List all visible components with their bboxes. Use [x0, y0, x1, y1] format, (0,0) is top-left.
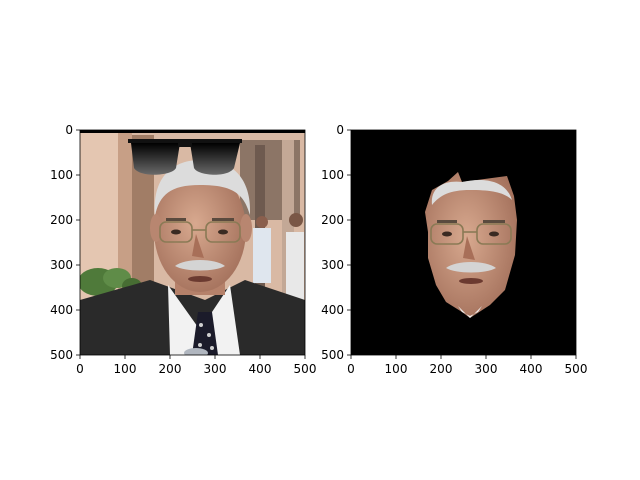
left-ytick-label: 400 — [50, 303, 73, 317]
face-mask-image — [351, 130, 576, 355]
right-ytick-label: 400 — [321, 303, 344, 317]
right-ytick-label: 300 — [321, 258, 344, 272]
left-ytick-label: 500 — [50, 348, 73, 362]
left-xtick-label: 0 — [76, 362, 84, 376]
right-ytick-label: 200 — [321, 213, 344, 227]
right-ytick-label: 100 — [321, 168, 344, 182]
right-xtick-label: 100 — [385, 362, 408, 376]
right-xtick-label: 500 — [565, 362, 588, 376]
left-xtick-label: 200 — [159, 362, 182, 376]
left-ytick-label: 300 — [50, 258, 73, 272]
right-ytick-label: 0 — [336, 123, 344, 137]
left-xtick-label: 500 — [294, 362, 317, 376]
right-xtick-label: 0 — [347, 362, 355, 376]
left-ytick-label: 200 — [50, 213, 73, 227]
left-xtick-label: 400 — [249, 362, 272, 376]
right-xtick-label: 200 — [430, 362, 453, 376]
photo-with-sunglasses-image — [78, 130, 305, 358]
right-xtick-label: 300 — [475, 362, 498, 376]
right-ytick-label: 500 — [321, 348, 344, 362]
left-ytick-label: 100 — [50, 168, 73, 182]
right-xtick-label: 400 — [520, 362, 543, 376]
left-xtick-label: 300 — [204, 362, 227, 376]
left-xtick-label: 100 — [114, 362, 137, 376]
left-ytick-label: 0 — [65, 123, 73, 137]
